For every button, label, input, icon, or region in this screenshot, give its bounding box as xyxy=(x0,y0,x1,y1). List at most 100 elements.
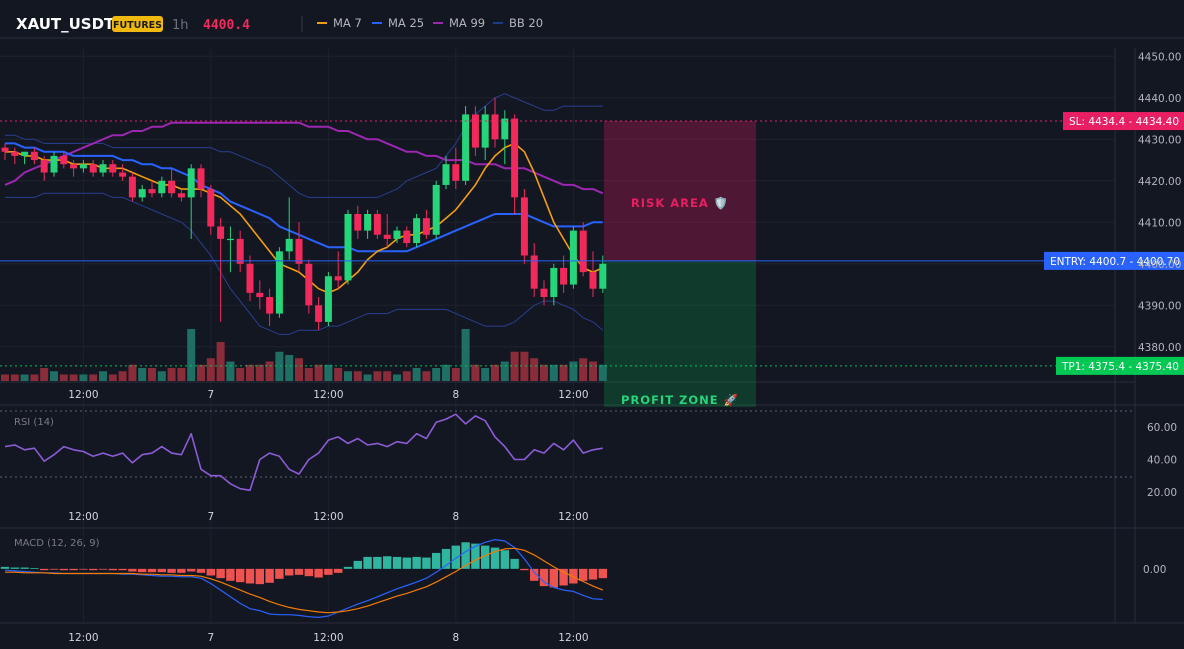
candle-body[interactable] xyxy=(520,197,528,256)
candle-body[interactable] xyxy=(79,164,87,169)
volume-bar xyxy=(275,351,284,381)
candle-body[interactable] xyxy=(11,151,19,156)
candle-body[interactable] xyxy=(432,184,440,235)
candle-body[interactable] xyxy=(452,164,460,181)
volume-bar xyxy=(314,364,323,381)
candle-body[interactable] xyxy=(413,218,421,244)
candle-body[interactable] xyxy=(30,151,38,161)
candle-body[interactable] xyxy=(393,230,401,239)
volume-bar xyxy=(393,374,401,381)
legend-item[interactable]: MA 25 xyxy=(388,16,424,30)
candle-body[interactable] xyxy=(491,114,499,140)
candle-body[interactable] xyxy=(334,276,342,281)
candle-body[interactable] xyxy=(373,214,381,235)
candle-body[interactable] xyxy=(315,305,323,322)
candle-body[interactable] xyxy=(403,230,411,244)
candle-body[interactable] xyxy=(177,193,185,198)
candle-body[interactable] xyxy=(501,118,509,140)
legend-item[interactable]: MA 99 xyxy=(449,16,485,30)
volume-bar xyxy=(59,374,68,381)
candle-body[interactable] xyxy=(285,238,293,252)
candle-body[interactable] xyxy=(305,263,313,306)
candle-body[interactable] xyxy=(99,164,107,173)
candle-body[interactable] xyxy=(168,180,176,194)
candle-body[interactable] xyxy=(70,164,78,169)
volume-bar xyxy=(491,364,499,381)
volume-bar xyxy=(353,371,362,381)
macd-hist-bar xyxy=(402,557,411,569)
macd-hist-bar xyxy=(471,543,480,569)
candle-body[interactable] xyxy=(266,297,274,314)
candle-body[interactable] xyxy=(21,151,29,156)
candle-body[interactable] xyxy=(275,251,283,314)
candle-body[interactable] xyxy=(462,114,470,181)
macd-hist-bar xyxy=(236,568,245,583)
candle-body[interactable] xyxy=(560,267,568,285)
volume-bar xyxy=(549,364,558,381)
candle-body[interactable] xyxy=(511,118,519,198)
candle-body[interactable] xyxy=(119,172,127,177)
main-time-axis: 12:00 7 12:00 8 12:00 xyxy=(68,389,588,401)
candle-body[interactable] xyxy=(599,263,607,289)
candle-body[interactable] xyxy=(481,114,489,148)
macd-hist-bar xyxy=(167,568,176,573)
candle-body[interactable] xyxy=(197,168,205,190)
sl-tag xyxy=(1063,112,1184,131)
candle-body[interactable] xyxy=(471,114,479,148)
candle-body[interactable] xyxy=(295,238,303,264)
candle-body[interactable] xyxy=(60,155,68,165)
price-tick: 4420.00 xyxy=(1138,176,1181,188)
volume-bar xyxy=(344,371,352,381)
candle-body[interactable] xyxy=(383,234,391,239)
time-tick: 12:00 xyxy=(558,389,588,401)
macd-hist-bar xyxy=(588,568,598,580)
candle-body[interactable] xyxy=(50,155,58,173)
candle-body[interactable] xyxy=(236,238,244,264)
macd-hist-bar xyxy=(373,556,382,569)
volume-bar xyxy=(373,371,382,381)
candle-body[interactable] xyxy=(540,288,548,297)
candle-body[interactable] xyxy=(207,189,215,227)
candle-body[interactable] xyxy=(530,255,538,289)
interval-label[interactable]: 1h xyxy=(172,18,189,33)
candle-body[interactable] xyxy=(226,238,234,241)
candle-body[interactable] xyxy=(138,189,146,198)
macd-hist-bar xyxy=(510,558,519,569)
candle-body[interactable] xyxy=(579,230,587,273)
candle-body[interactable] xyxy=(354,214,362,231)
candle-body[interactable] xyxy=(422,218,430,235)
candle-body[interactable] xyxy=(364,214,372,231)
candle-body[interactable] xyxy=(148,189,156,194)
candle-body[interactable] xyxy=(158,180,166,194)
volume-bar xyxy=(177,368,186,381)
candle-body[interactable] xyxy=(217,226,225,239)
volume-bar xyxy=(285,355,294,381)
legend-item[interactable]: MA 7 xyxy=(333,16,362,30)
candle-body[interactable] xyxy=(40,160,48,173)
volume-bar xyxy=(236,368,245,381)
candle-body[interactable] xyxy=(128,176,136,198)
candle-body[interactable] xyxy=(109,164,117,173)
macd-hist-bar xyxy=(432,552,441,569)
candle-body[interactable] xyxy=(589,272,597,289)
legend-item[interactable]: BB 20 xyxy=(509,16,543,30)
candle-body[interactable] xyxy=(256,292,264,297)
volume-bar xyxy=(148,368,156,381)
volume-bar xyxy=(481,368,490,381)
volume-bar xyxy=(216,342,225,381)
macd-hist-bar xyxy=(128,568,137,572)
macd-hist-bar xyxy=(285,568,294,576)
candle-body[interactable] xyxy=(442,164,450,185)
candle-body[interactable] xyxy=(324,276,332,322)
candle-body[interactable] xyxy=(1,147,9,152)
volume-bar xyxy=(432,368,441,381)
candle-body[interactable] xyxy=(187,168,195,198)
candle-body[interactable] xyxy=(344,214,352,281)
candle-body[interactable] xyxy=(246,263,254,293)
indicator-legend: MA 7 MA 25 MA 99 BB 20 xyxy=(317,16,543,30)
candle-body[interactable] xyxy=(569,230,577,285)
candle-body[interactable] xyxy=(89,164,97,173)
candle-body[interactable] xyxy=(550,267,558,297)
bb-upper-line xyxy=(5,93,603,198)
